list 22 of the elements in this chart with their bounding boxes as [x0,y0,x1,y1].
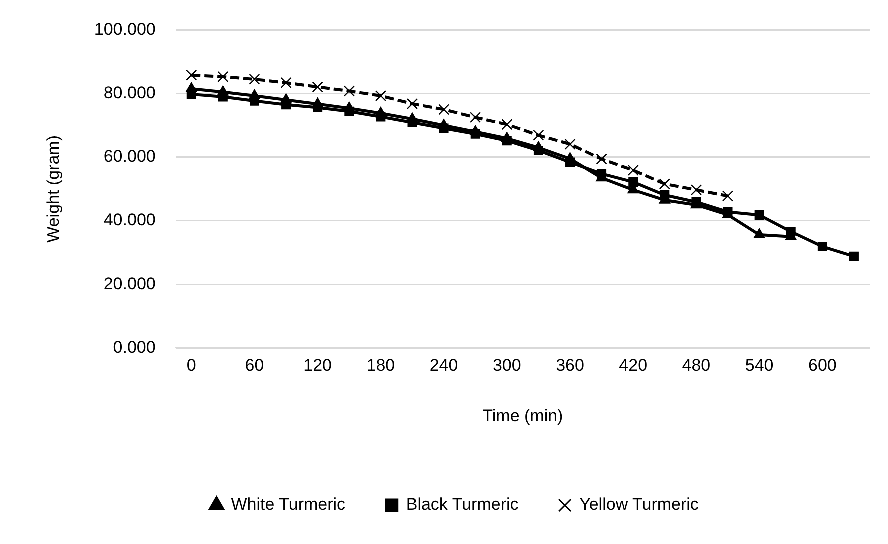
y-tick-label: 80.000 [104,83,156,102]
legend-label: White Turmeric [231,495,346,514]
x-tick-label: 300 [492,356,522,376]
x-tick-label: 0 [186,356,196,376]
legend-label: Yellow Turmeric [580,495,700,514]
x-tick-label: 420 [619,356,648,376]
x-tick-label: 120 [304,356,332,376]
x-tick-label: 360 [556,356,584,376]
y-tick-label: 0.000 [113,338,156,357]
legend-label: Black Turmeric [406,495,520,514]
x-tick-label: 480 [682,356,711,376]
x-tick-label: 60 [245,356,264,376]
x-tick-label: 240 [430,356,458,376]
x-tick-label: 600 [808,356,837,376]
y-tick-label: 40.000 [104,210,156,230]
x-axis-title: Time (min) [482,406,564,426]
y-tick-label: 60.000 [104,147,156,166]
y-axis-title: Weight (gram) [44,136,63,243]
x-tick-label: 180 [366,356,396,376]
y-tick-label: 20.000 [104,274,156,294]
x-tick-label: 540 [745,356,774,376]
y-tick-label: 100.000 [94,20,156,39]
